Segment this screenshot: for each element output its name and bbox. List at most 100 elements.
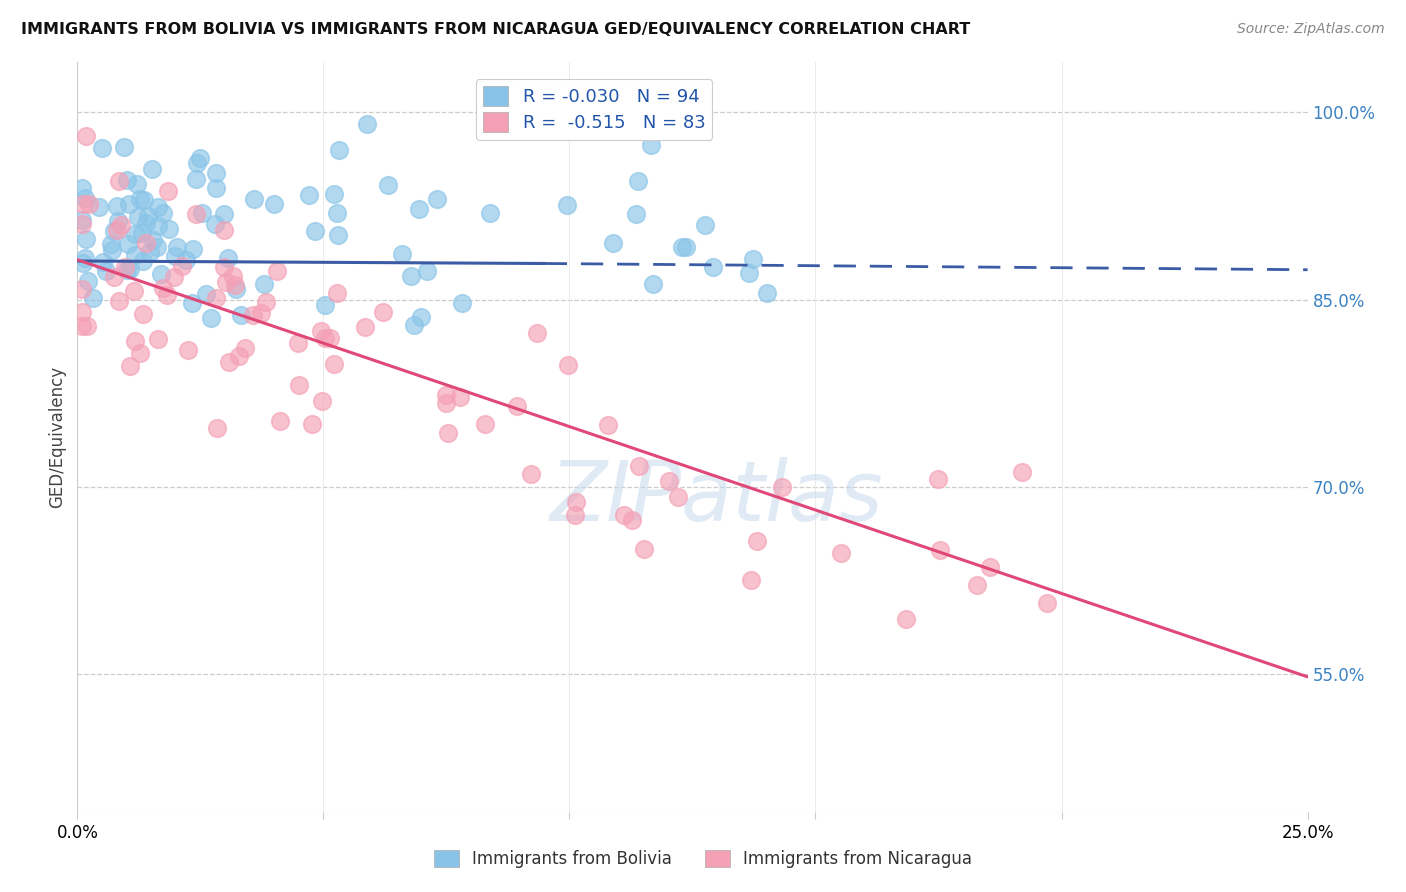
- Point: [205, 166, 228, 180]
- Point: [117, 263, 139, 277]
- Point: [163, 249, 186, 263]
- Point: [77, 197, 100, 211]
- Point: [184, 207, 207, 221]
- Point: [565, 495, 588, 509]
- Y-axis label: GED/Equivalency: GED/Equivalency: [48, 366, 66, 508]
- Point: [416, 264, 439, 278]
- Point: [598, 418, 620, 433]
- Point: [314, 331, 336, 345]
- Point: [190, 151, 212, 165]
- Point: [70, 217, 93, 231]
- Point: [326, 228, 349, 243]
- Point: [228, 350, 250, 364]
- Point: [218, 354, 240, 368]
- Point: [671, 240, 693, 254]
- Point: [287, 336, 309, 351]
- Point: [87, 200, 110, 214]
- Point: [929, 543, 952, 558]
- Point: [214, 260, 236, 274]
- Point: [124, 227, 146, 241]
- Point: [215, 275, 238, 289]
- Point: [319, 331, 342, 345]
- Point: [146, 200, 169, 214]
- Point: [114, 260, 136, 274]
- Point: [242, 192, 264, 206]
- Point: [627, 458, 650, 473]
- Point: [115, 173, 138, 187]
- Point: [326, 285, 349, 300]
- Point: [152, 205, 174, 219]
- Point: [117, 236, 139, 251]
- Point: [205, 421, 228, 435]
- Legend: R = -0.030   N = 94, R =  -0.515   N = 83: R = -0.030 N = 94, R = -0.515 N = 83: [475, 79, 713, 139]
- Point: [624, 207, 647, 221]
- Point: [740, 573, 762, 587]
- Point: [301, 417, 323, 431]
- Point: [101, 244, 124, 258]
- Point: [100, 237, 122, 252]
- Point: [205, 181, 228, 195]
- Point: [434, 388, 457, 402]
- Point: [738, 266, 761, 280]
- Point: [155, 288, 177, 302]
- Point: [146, 219, 169, 233]
- Point: [70, 281, 93, 295]
- Point: [94, 264, 117, 278]
- Point: [118, 197, 141, 211]
- Point: [135, 235, 157, 250]
- Point: [124, 334, 146, 349]
- Point: [73, 191, 96, 205]
- Point: [309, 324, 332, 338]
- Point: [1036, 596, 1059, 610]
- Point: [70, 212, 93, 227]
- Point: [326, 206, 349, 220]
- Point: [174, 252, 197, 267]
- Point: [675, 240, 697, 254]
- Point: [125, 178, 148, 192]
- Point: [314, 298, 336, 312]
- Point: [217, 251, 239, 265]
- Point: [131, 226, 153, 240]
- Point: [128, 192, 150, 206]
- Point: [91, 141, 114, 155]
- Point: [436, 426, 458, 441]
- Point: [311, 393, 333, 408]
- Point: [225, 282, 247, 296]
- Point: [658, 474, 681, 488]
- Point: [602, 235, 624, 250]
- Point: [70, 305, 93, 319]
- Point: [742, 252, 765, 266]
- Point: [200, 310, 222, 325]
- Point: [620, 513, 643, 527]
- Point: [702, 260, 724, 274]
- Point: [75, 128, 97, 143]
- Point: [409, 310, 432, 325]
- Point: [266, 264, 288, 278]
- Point: [224, 277, 246, 292]
- Point: [564, 508, 586, 523]
- Point: [212, 223, 235, 237]
- Point: [322, 187, 344, 202]
- Point: [356, 118, 378, 132]
- Point: [747, 533, 769, 548]
- Point: [157, 222, 180, 236]
- Point: [146, 332, 169, 346]
- Point: [231, 308, 253, 322]
- Text: Source: ZipAtlas.com: Source: ZipAtlas.com: [1237, 22, 1385, 37]
- Point: [141, 161, 163, 176]
- Point: [136, 209, 159, 223]
- Point: [114, 140, 136, 154]
- Point: [70, 181, 93, 195]
- Point: [105, 199, 128, 213]
- Point: [205, 291, 228, 305]
- Point: [124, 248, 146, 262]
- Point: [474, 417, 496, 431]
- Point: [72, 256, 94, 270]
- Point: [288, 378, 311, 392]
- Point: [263, 197, 285, 211]
- Point: [250, 306, 273, 320]
- Point: [107, 173, 129, 187]
- Point: [613, 508, 636, 523]
- Point: [449, 390, 471, 404]
- Point: [242, 308, 264, 322]
